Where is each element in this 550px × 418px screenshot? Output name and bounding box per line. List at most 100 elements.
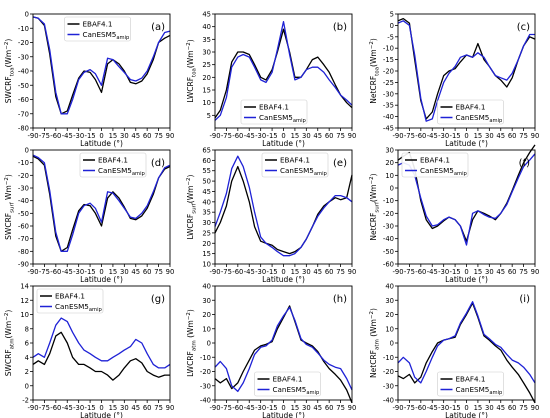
series-line-canesm5	[397, 153, 536, 246]
y-tick-label: 10	[385, 325, 394, 333]
y-tick-label: 25	[202, 61, 211, 69]
y-tick-label: -70	[18, 110, 29, 118]
y-axis-label-main: NetCRF	[369, 213, 378, 241]
y-axis-label-close: )	[369, 173, 378, 176]
series-line-ebaf	[214, 28, 353, 119]
x-tick-label: 90	[166, 132, 175, 140]
x-tick-label: -30	[438, 404, 449, 412]
y-axis-label-sub: atm	[192, 340, 198, 351]
x-tick-label: 45	[496, 268, 505, 276]
y-tick-label: -40	[18, 197, 29, 205]
plot-frame	[214, 149, 353, 265]
y-tick-label: 40	[385, 283, 394, 291]
legend-entry-canesm5: CanESM5amip	[420, 166, 468, 177]
x-tick-label: 0	[464, 404, 468, 412]
y-tick-label: 0	[207, 340, 211, 348]
y-tick-label: 0	[25, 147, 29, 155]
x-axis-label: Latitude (°)	[80, 411, 123, 418]
legend-box	[254, 371, 321, 397]
legend-entry-canesm5: CanESM5amip	[456, 113, 504, 124]
legend-entry-sub: amip	[132, 171, 146, 177]
y-tick-label: -40	[200, 397, 211, 405]
y-tick-label: 10	[20, 311, 29, 319]
y-axis-label: SWCRFatm(Wm−2)	[4, 310, 16, 377]
x-tick-label: -60	[50, 404, 61, 412]
y-axis-label-close: )	[186, 39, 195, 42]
legend-entry-sub: amip	[306, 390, 320, 396]
y-tick-label: 5	[207, 112, 211, 120]
y-tick-label: 2	[25, 368, 29, 376]
x-tick-label: 60	[508, 404, 517, 412]
legend-entry-name: EBAF4.1	[280, 156, 310, 165]
x-tick-label: 75	[519, 268, 528, 276]
y-tick-label: 10	[202, 325, 211, 333]
series-line-ebaf	[32, 16, 171, 115]
y-tick-label: -20	[200, 368, 211, 376]
x-tick-label: -75	[404, 404, 415, 412]
series-line-ebaf	[214, 165, 353, 255]
x-tick-label: -30	[73, 132, 84, 140]
y-tick-label: 40	[202, 198, 211, 206]
y-tick-label: -30	[18, 185, 29, 193]
panel-label: (a)	[151, 22, 165, 33]
x-tick-label: -75	[221, 404, 232, 412]
x-tick-label: -75	[39, 132, 50, 140]
y-tick-label: 10	[202, 99, 211, 107]
x-tick-label: 15	[291, 268, 300, 276]
x-tick-label: -30	[73, 268, 84, 276]
y-tick-label: -2	[22, 397, 29, 405]
x-tick-label: 90	[531, 268, 540, 276]
plot-frame	[32, 13, 171, 129]
x-tick-label: -75	[221, 132, 232, 140]
y-tick-label: -20	[383, 210, 394, 218]
y-tick-label: 4	[25, 354, 29, 362]
legend-entry-name: EBAF4.1	[259, 103, 289, 112]
x-tick-label: 30	[120, 268, 129, 276]
x-tick-label: 75	[336, 404, 345, 412]
panel-label: (d)	[151, 158, 165, 169]
legend-box	[36, 288, 104, 314]
x-tick-label: -45	[244, 268, 255, 276]
x-tick-label: 15	[474, 268, 483, 276]
legend-entry-name: EBAF4.1	[456, 103, 486, 112]
y-axis-label-exp: −2	[4, 42, 10, 50]
legend-entry-name: CanESM5	[259, 113, 293, 122]
y-tick-label: 8	[25, 325, 29, 333]
x-tick-label: 60	[508, 268, 517, 276]
y-axis-label-exp: −2	[369, 176, 375, 184]
x-tick-label: -30	[438, 132, 449, 140]
panel-label: (h)	[333, 294, 347, 305]
y-tick-label: -40	[383, 235, 394, 243]
series-line-ebaf	[397, 302, 536, 404]
y-axis-label-unit: (Wm	[369, 319, 378, 339]
x-tick-label: -75	[39, 268, 50, 276]
y-axis-label-sub: toa	[375, 67, 381, 76]
x-tick-label: 15	[109, 404, 118, 412]
x-tick-label: -90	[392, 132, 403, 140]
y-axis-label-unit: (Wm	[186, 50, 195, 68]
y-tick-label: 12	[20, 297, 29, 305]
y-tick-label: 20	[202, 240, 211, 248]
y-tick-label: -30	[200, 382, 211, 390]
x-tick-label: -30	[73, 404, 84, 412]
x-tick-label: -15	[267, 268, 278, 276]
x-tick-label: 45	[131, 268, 140, 276]
legend-entry-sub: amip	[489, 118, 503, 124]
x-tick-label: 90	[531, 132, 540, 140]
y-tick-label: -90	[18, 261, 29, 269]
y-tick-label: -10	[383, 197, 394, 205]
y-tick-label: -45	[383, 125, 394, 133]
panel-a: 0-10-20-30-40-50-60-70-80-90 -75 -60 -45 -30…	[4, 11, 174, 149]
legend-box	[79, 152, 147, 178]
x-tick-label: -60	[415, 268, 426, 276]
x-tick-label: 60	[143, 404, 152, 412]
x-axis-label: Latitude (°)	[262, 411, 305, 418]
x-tick-label: -30	[255, 132, 266, 140]
legend-entry-ebaf: EBAF4.1	[280, 156, 310, 165]
y-tick-label: 30	[385, 297, 394, 305]
legend-entry-ebaf: EBAF4.1	[456, 103, 486, 112]
y-tick-label: 40	[202, 23, 211, 31]
